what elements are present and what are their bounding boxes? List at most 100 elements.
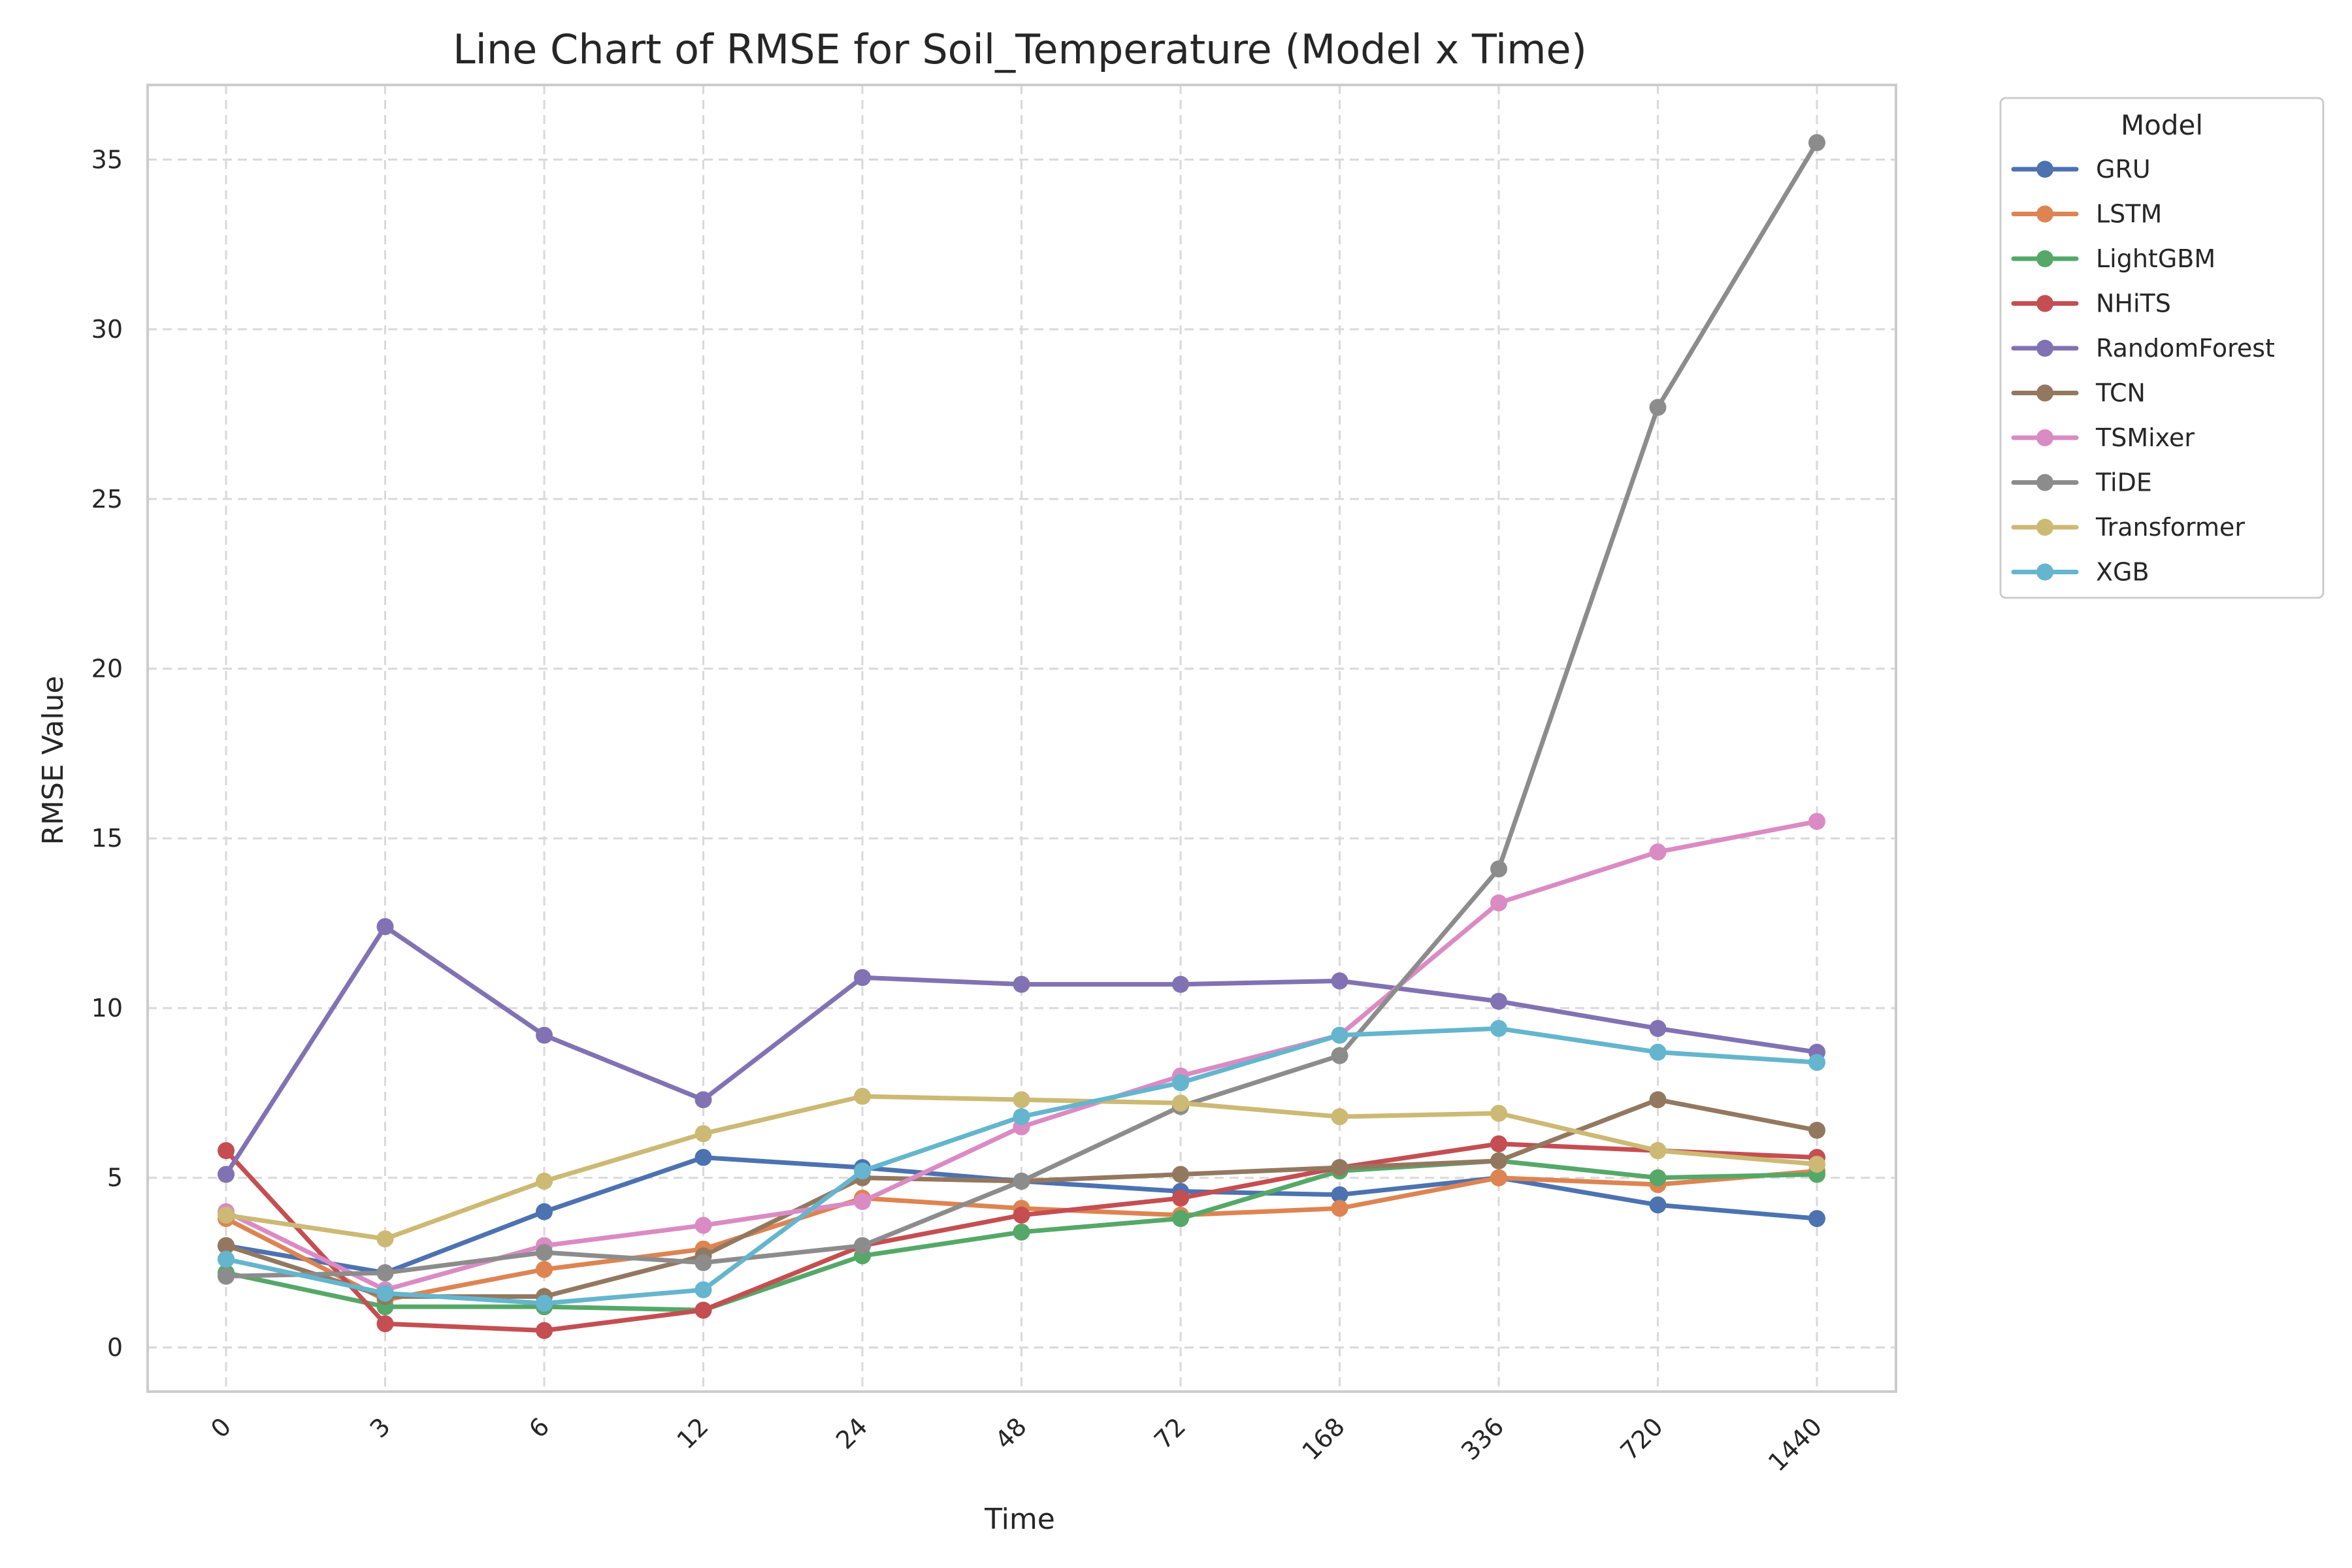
legend-marker bbox=[2036, 250, 2053, 267]
data-point bbox=[218, 1237, 235, 1254]
legend-item: NHiTS bbox=[2011, 289, 2171, 318]
data-point bbox=[1490, 1169, 1507, 1186]
data-point bbox=[1490, 1135, 1507, 1152]
legend-marker bbox=[2036, 519, 2053, 536]
data-point bbox=[1649, 843, 1667, 861]
data-point bbox=[854, 1193, 871, 1211]
data-point bbox=[1172, 975, 1189, 993]
data-point bbox=[1331, 1047, 1348, 1064]
data-point bbox=[1331, 972, 1348, 990]
data-point bbox=[218, 1267, 235, 1285]
data-point bbox=[1013, 1223, 1030, 1241]
data-point bbox=[1649, 1043, 1667, 1061]
y-tick-label: 0 bbox=[107, 1333, 123, 1362]
data-point bbox=[376, 1284, 394, 1302]
legend-label: GRU bbox=[2096, 155, 2151, 184]
legend-label: XGB bbox=[2096, 558, 2149, 587]
data-point bbox=[1808, 134, 1825, 152]
y-tick-label: 15 bbox=[91, 824, 123, 853]
legend-item: RandomForest bbox=[2011, 334, 2275, 363]
data-point bbox=[1649, 1142, 1667, 1160]
y-tick-label: 25 bbox=[91, 485, 123, 514]
legend-marker bbox=[2036, 340, 2053, 357]
data-point bbox=[1808, 1122, 1825, 1139]
legend-item: Transformer bbox=[2011, 513, 2245, 542]
data-point bbox=[376, 918, 394, 936]
data-point bbox=[376, 1315, 394, 1333]
plot-frame bbox=[146, 84, 1897, 1393]
data-point bbox=[218, 1206, 235, 1224]
data-point bbox=[536, 1294, 553, 1312]
legend-label: TCN bbox=[2095, 379, 2146, 408]
data-point bbox=[694, 1301, 712, 1319]
data-point bbox=[1490, 992, 1507, 1010]
legend-marker bbox=[2036, 384, 2053, 402]
data-point bbox=[1013, 1091, 1030, 1109]
data-point bbox=[1649, 1169, 1667, 1186]
legend-item: XGB bbox=[2011, 558, 2149, 587]
data-point bbox=[1172, 1094, 1189, 1112]
data-point bbox=[694, 1149, 712, 1166]
data-point bbox=[218, 1250, 235, 1268]
data-point bbox=[694, 1125, 712, 1143]
data-point bbox=[1172, 1166, 1189, 1183]
y-tick-label: 20 bbox=[91, 655, 123, 683]
data-point bbox=[1013, 975, 1030, 993]
legend-box bbox=[1999, 97, 2325, 599]
legend-label: RandomForest bbox=[2096, 334, 2275, 363]
legend-item: TSMixer bbox=[2011, 423, 2195, 452]
data-point bbox=[1808, 813, 1825, 830]
series-transformer bbox=[218, 1088, 1825, 1248]
data-point bbox=[1172, 1189, 1189, 1207]
data-point bbox=[1013, 1172, 1030, 1190]
legend-label: NHiTS bbox=[2096, 289, 2171, 318]
data-point bbox=[536, 1172, 553, 1190]
data-point bbox=[1013, 1206, 1030, 1224]
data-point bbox=[218, 1166, 235, 1183]
data-point bbox=[1172, 1074, 1189, 1092]
data-point bbox=[1808, 1210, 1825, 1228]
data-point bbox=[1649, 1091, 1667, 1109]
data-point bbox=[1490, 1152, 1507, 1169]
data-point bbox=[218, 1142, 235, 1160]
data-point bbox=[694, 1091, 712, 1109]
chart-title: Line Chart of RMSE for Soil_Temperature … bbox=[453, 25, 1587, 73]
data-point bbox=[1808, 1155, 1825, 1173]
data-point bbox=[1331, 1200, 1348, 1217]
data-point bbox=[536, 1203, 553, 1220]
legend-label: LightGBM bbox=[2096, 244, 2215, 273]
legend-item: TCN bbox=[2011, 379, 2146, 408]
data-point bbox=[1808, 1054, 1825, 1071]
data-point bbox=[854, 1162, 871, 1180]
data-point bbox=[1331, 1186, 1348, 1203]
data-point bbox=[694, 1217, 712, 1234]
legend-marker bbox=[2036, 474, 2053, 491]
x-axis-label: Time bbox=[984, 1503, 1055, 1536]
data-point bbox=[694, 1254, 712, 1271]
series-lines bbox=[218, 134, 1825, 1339]
data-point bbox=[1490, 1020, 1507, 1037]
legend-marker bbox=[2036, 205, 2053, 223]
y-tick-label: 35 bbox=[91, 145, 123, 174]
data-point bbox=[694, 1281, 712, 1299]
y-tick-label: 30 bbox=[91, 315, 123, 344]
data-point bbox=[1649, 1196, 1667, 1214]
series-xgb bbox=[218, 1020, 1825, 1312]
data-point bbox=[376, 1230, 394, 1248]
data-point bbox=[854, 1088, 871, 1105]
legend-item: GRU bbox=[2011, 155, 2151, 184]
data-point bbox=[1172, 1210, 1189, 1228]
data-point bbox=[536, 1260, 553, 1278]
y-tick-label: 10 bbox=[91, 994, 123, 1022]
legend-label: LSTM bbox=[2096, 200, 2162, 229]
data-point bbox=[1490, 1105, 1507, 1122]
data-point bbox=[1490, 894, 1507, 911]
data-point bbox=[536, 1322, 553, 1339]
legend-item: LSTM bbox=[2011, 200, 2162, 229]
data-point bbox=[536, 1026, 553, 1044]
legend-label: Transformer bbox=[2095, 513, 2245, 542]
data-point bbox=[536, 1244, 553, 1262]
legend-item: TiDE bbox=[2011, 468, 2152, 497]
